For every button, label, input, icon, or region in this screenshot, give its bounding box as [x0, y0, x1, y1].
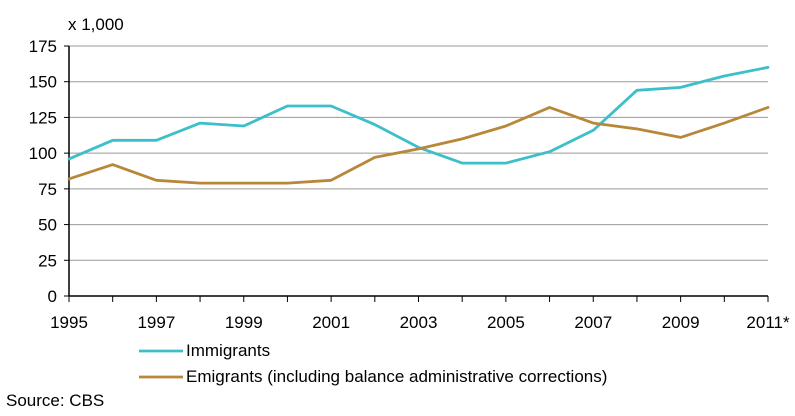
legend-label-emigrants: Emigrants (including balance administrat…: [186, 367, 607, 386]
y-tick-labels: 0 25 50 75 100 125 150 175: [29, 37, 57, 306]
x-tick-label: 1997: [137, 313, 175, 332]
x-tick-label: 2007: [574, 313, 612, 332]
x-tick-label: 2011*: [746, 313, 790, 332]
y-tick-label: 125: [29, 108, 57, 127]
series-line-emigrants: [67, 106, 770, 185]
y-tick-label: 0: [48, 287, 57, 306]
x-tick-labels: 1995 1997 1999 2001 2003 2005 2007 2009 2011*: [50, 313, 790, 332]
y-tick-label: 75: [38, 180, 57, 199]
y-tick-label: 175: [29, 37, 57, 56]
x-tick-label: 2001: [312, 313, 350, 332]
series-lines: [67, 66, 770, 185]
y-tick-label: 25: [38, 251, 57, 270]
y-unit-label: x 1,000: [68, 15, 124, 34]
x-tick-label: 1999: [225, 313, 263, 332]
axes: [64, 45, 769, 302]
legend: Immigrants Emigrants (including balance a…: [139, 341, 607, 386]
x-tick-label: 2003: [400, 313, 438, 332]
x-tick-label: 2009: [662, 313, 700, 332]
y-tick-label: 150: [29, 73, 57, 92]
series-line-immigrants: [67, 66, 770, 165]
y-tick-label: 100: [29, 144, 57, 163]
x-tick-label: 2005: [487, 313, 525, 332]
y-tick-label: 50: [38, 216, 57, 235]
legend-label-immigrants: Immigrants: [186, 341, 270, 360]
gridlines: [69, 45, 768, 261]
x-tick-label: 1995: [50, 313, 88, 332]
source-note: Source: CBS: [6, 391, 105, 410]
